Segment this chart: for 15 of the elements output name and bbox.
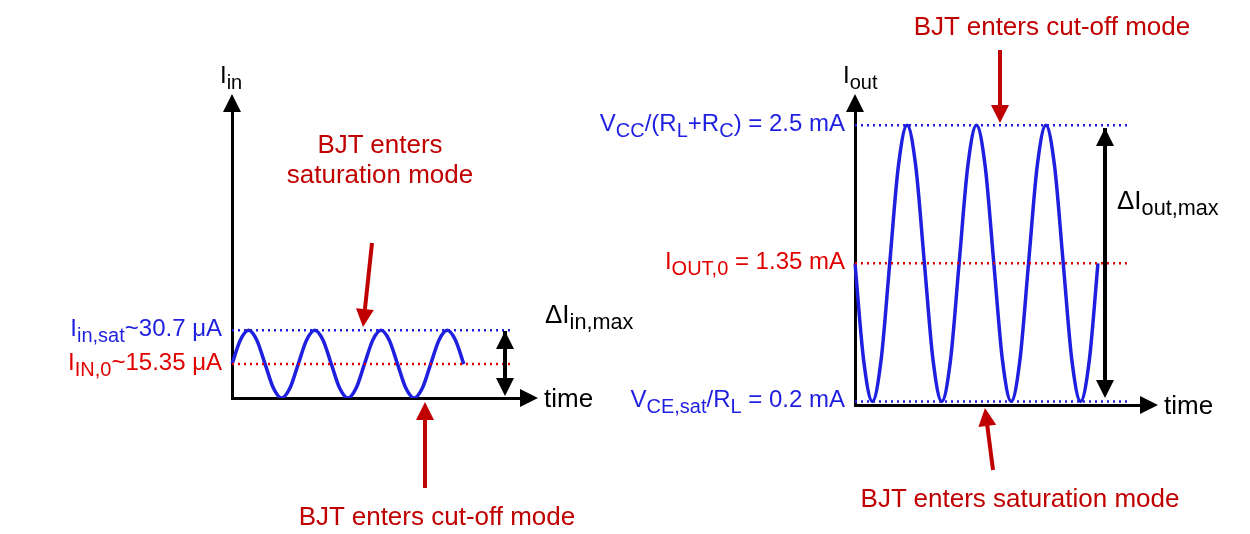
ref-line-label: V$_{CE,sat}$/R$_{L}$ = 0.2 mA xyxy=(630,384,845,417)
text: BJT enters cut-off mode xyxy=(297,501,577,532)
ref-line-label: I$_{in,sat}$~30.7 μA xyxy=(70,313,222,346)
ref-line-label: I$_{IN,0}$~15.35 μA xyxy=(68,347,222,380)
y-axis-title: I$_{in}$ xyxy=(220,61,243,93)
annotation: BJT enters saturation mode xyxy=(285,129,475,190)
annotation: ΔI$_{out,max}$ xyxy=(1117,185,1219,222)
text: ΔI$_{in,max}$ xyxy=(545,299,634,336)
x-axis-title: time xyxy=(1164,390,1214,420)
ref-line-label: I$_{OUT,0}$ = 1.35 mA xyxy=(664,246,845,279)
ref-line-label: V$_{CC}$/(R$_{L}$+R$_{C}$) = 2.5 mA xyxy=(599,108,845,141)
x-axis-title: time xyxy=(544,383,594,413)
text: BJT enters saturation mode xyxy=(859,483,1181,514)
y-axis-title: I$_{out}$ xyxy=(843,61,878,93)
text: BJT enters cut-off mode xyxy=(912,11,1192,42)
